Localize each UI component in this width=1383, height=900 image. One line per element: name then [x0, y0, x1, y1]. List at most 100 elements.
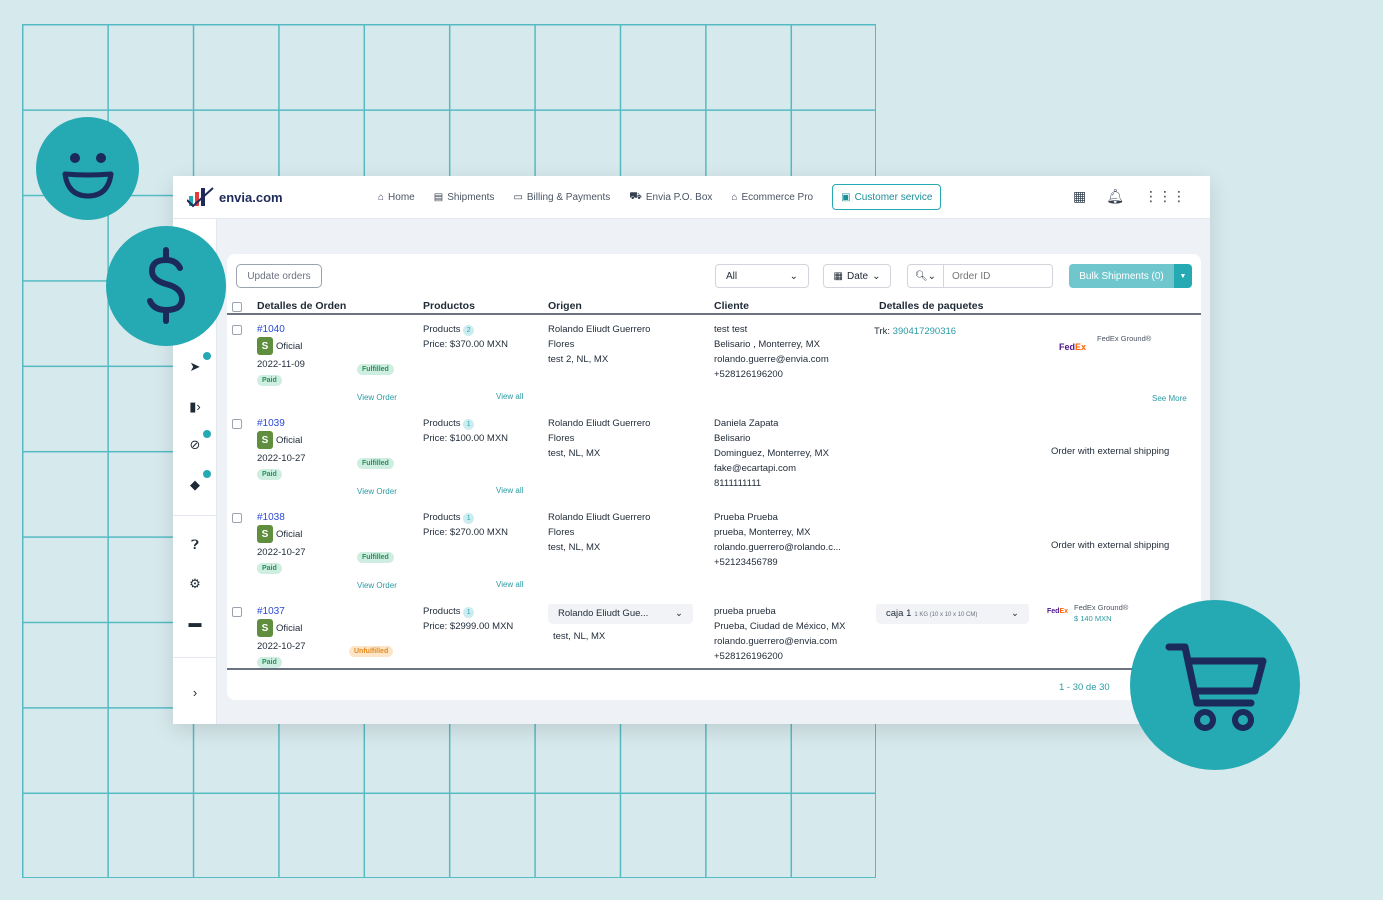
view-all-link[interactable]: View all — [496, 580, 524, 589]
client: test test Belisario , Monterrey, MX rola… — [714, 322, 829, 382]
client: Prueba Prueba prueba, Monterrey, MX rola… — [714, 510, 841, 570]
order-search: 🔍︎⌄ — [907, 264, 1053, 288]
gear-icon[interactable]: ⚙ — [189, 576, 201, 591]
clipboard-icon[interactable]: ▮› — [189, 399, 201, 414]
nav-customer-service[interactable]: ▣ Customer service — [832, 184, 942, 210]
view-all-link[interactable]: View all — [496, 486, 524, 495]
origin: Rolando Eliudt Guerrero Flores test 2, N… — [548, 322, 650, 367]
pagination-info: 1 - 30 de 30 — [1059, 682, 1110, 693]
update-orders-button[interactable]: Update orders — [236, 264, 322, 288]
view-order-link[interactable]: View Order — [357, 581, 397, 590]
select-all-checkbox[interactable] — [232, 302, 242, 312]
origin-select[interactable]: Rolando Eliudt Gue... ⌄ — [548, 604, 693, 624]
fulfillment-badge: Fulfilled — [357, 552, 394, 563]
bulk-shipments-label[interactable]: Bulk Shipments (0) — [1069, 264, 1174, 288]
client-line: Belisario , Monterrey, MX — [714, 339, 820, 350]
view-all-link[interactable]: View all — [496, 392, 524, 401]
order-number-link[interactable]: #1038 — [257, 512, 285, 523]
bell-icon[interactable]: 🔔︎ — [1106, 188, 1124, 204]
origin-line: test 2, NL, MX — [548, 354, 609, 365]
date-filter-button[interactable]: ▦ Date ⌄ — [823, 264, 891, 288]
chevron-right-icon[interactable]: › — [192, 685, 198, 700]
fedex-logo-icon: FedEx — [1059, 342, 1087, 352]
nav-billing[interactable]: ▭ Billing & Payments — [513, 184, 610, 210]
caret-down-icon[interactable]: ▼ — [1174, 264, 1192, 288]
fulfillment-badge: Unfulfilled — [349, 646, 394, 657]
shopify-icon: S — [257, 525, 273, 543]
column-header: Detalles de paquetes — [879, 300, 984, 312]
products: Products 2 Price: $370.00 MXN — [423, 322, 508, 352]
order-number-link[interactable]: #1040 — [257, 324, 285, 335]
home-icon: ⌂ — [378, 191, 385, 203]
row-checkbox[interactable] — [232, 513, 242, 523]
origin: Rolando Eliudt Guerrero Flores test, NL,… — [548, 416, 650, 461]
products-label: Products — [423, 324, 461, 335]
calculator-icon[interactable]: ▦ — [1072, 188, 1087, 204]
chevron-down-icon: ⌄ — [1011, 607, 1019, 619]
products-count: 1 — [463, 607, 475, 618]
store-name: Oficial — [276, 622, 303, 634]
origin-line: test, NL, MX — [548, 542, 601, 553]
price: Price: $100.00 MXN — [423, 433, 509, 444]
nav-home[interactable]: ⌂ Home — [378, 184, 415, 210]
send-icon[interactable]: ➤ — [189, 359, 201, 374]
table-bottom-border — [227, 668, 1201, 670]
products: Products 1 Price: $2999.00 MXN — [423, 604, 513, 634]
store: S Oficial — [257, 431, 306, 449]
tag-icon[interactable]: ◆ — [190, 477, 200, 492]
app-window: envia.com ⌂ Home ▤ Shipments ▭ Billing & Pa… — [173, 176, 1210, 724]
order-date: 2022-10-27 — [257, 641, 306, 652]
row-checkbox[interactable] — [232, 419, 242, 429]
cart-icon — [1130, 600, 1300, 770]
order-number-link[interactable]: #1037 — [257, 606, 285, 617]
store: S Oficial — [257, 525, 306, 543]
logo[interactable]: envia.com — [187, 186, 283, 208]
nav-shipments[interactable]: ▤ Shipments — [434, 184, 495, 210]
status-filter-select[interactable]: All ⌄ — [715, 264, 809, 288]
row-checkbox[interactable] — [232, 325, 242, 335]
chevron-down-icon: ⌄ — [675, 607, 683, 619]
help-icon[interactable]: ❓︎ — [191, 537, 199, 552]
package-dims: 1 KG (10 x 10 x 10 CM) — [914, 611, 978, 618]
see-more-link[interactable]: See More — [1152, 394, 1187, 403]
client-line: +52123456789 — [714, 557, 778, 568]
apps-grid-icon[interactable]: ⋮⋮⋮ — [1144, 188, 1186, 204]
client-line: rolando.guerrero@rolando.c... — [714, 542, 841, 553]
search-icon[interactable]: 🔍︎⌄ — [908, 265, 944, 287]
origin-line: Flores — [548, 433, 575, 444]
archive-icon[interactable]: ▬ — [188, 615, 202, 630]
notification-badge — [203, 470, 211, 478]
table-row: #1037 S Oficial 2022-10-27 Paid Unfulfill… — [227, 604, 1201, 668]
store-name: Oficial — [276, 434, 303, 446]
view-order-link[interactable]: View Order — [357, 487, 397, 496]
table-row: #1040 S Oficial 2022-11-09 Paid Fulfilled… — [227, 322, 1201, 416]
order-id-input[interactable] — [944, 270, 1044, 282]
payment-badge: Paid — [257, 375, 282, 386]
store-name: Oficial — [276, 528, 303, 540]
order-number-link[interactable]: #1039 — [257, 418, 285, 429]
column-header: Detalles de Orden — [257, 300, 347, 312]
chevron-down-icon: ⌄ — [872, 270, 881, 282]
support-icon: ▣ — [841, 191, 851, 203]
column-header: Productos — [423, 300, 475, 312]
nav-po-box[interactable]: ⛟ Envia P.O. Box — [629, 184, 712, 210]
tracking-number-link[interactable]: 390417290316 — [892, 326, 957, 337]
notification-badge — [203, 430, 211, 438]
notification-badge — [203, 352, 211, 360]
bulk-shipments-button[interactable]: Bulk Shipments (0) ▼ — [1069, 264, 1192, 288]
block-icon[interactable]: ⊘ — [189, 437, 201, 452]
order-date: 2022-10-27 — [257, 453, 306, 464]
products-count: 1 — [463, 513, 475, 524]
row-checkbox[interactable] — [232, 607, 242, 617]
view-order-link[interactable]: View Order — [357, 393, 397, 402]
nav-ecommerce[interactable]: ⌂ Ecommerce Pro — [731, 184, 813, 210]
price: Price: $270.00 MXN — [423, 527, 509, 538]
nav-label: Shipments — [447, 191, 495, 203]
order-details: #1037 S Oficial 2022-10-27 Paid — [257, 604, 306, 668]
products: Products 1 Price: $270.00 MXN — [423, 510, 508, 540]
client-line: test test — [714, 324, 748, 335]
truck-icon: ⛟ — [629, 190, 642, 202]
sidebar-divider — [173, 657, 217, 658]
logo-text: envia.com — [219, 189, 283, 205]
